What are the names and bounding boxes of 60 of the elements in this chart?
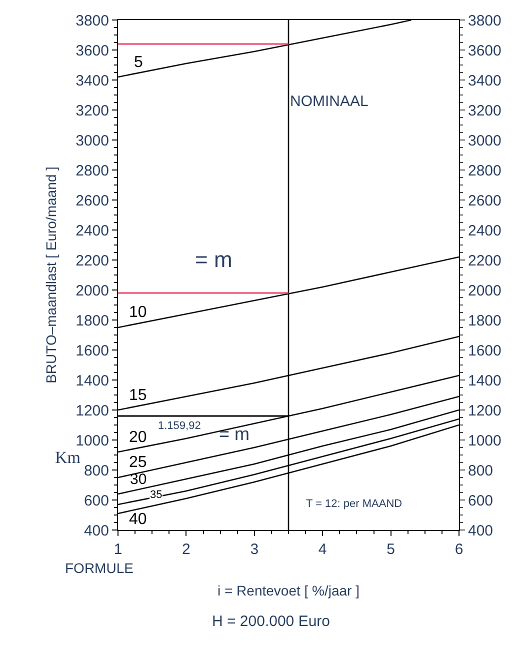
y2-tick-label: 800	[468, 462, 494, 480]
y2-tick-label: 2400	[468, 222, 502, 240]
series-label: 25	[129, 454, 147, 471]
x-tick-label: 4	[318, 541, 327, 558]
series-label: 15	[129, 387, 147, 404]
annotation: NOMINAAL	[290, 93, 368, 110]
y-tick-label: 2000	[76, 282, 109, 300]
y-tick-label: 1000	[76, 432, 109, 450]
y2-tick-label: 1600	[468, 342, 502, 360]
y-tick-label: 2800	[76, 162, 109, 180]
y-tick-label: 800	[84, 462, 109, 480]
y-tick-label: 3400	[76, 72, 109, 90]
text: H = 200.000 Euro	[212, 613, 330, 630]
series-label: 30	[130, 471, 147, 488]
y2-tick-label: 3800	[468, 12, 502, 30]
series-label: 5	[134, 54, 143, 71]
series-label: 20	[129, 429, 147, 446]
y2-tick-label: 400	[468, 522, 494, 540]
annotation: = m	[219, 424, 250, 444]
y2-tick-label: 2600	[468, 192, 502, 210]
y2-tick-label: 1800	[468, 312, 502, 330]
y-tick-label: 2200	[76, 252, 109, 270]
y-axis-title: BRUTO–maandlast [ Euro/maand ]	[43, 166, 60, 384]
x-tick-label: 2	[182, 541, 190, 558]
y-tick-label: 3800	[76, 12, 109, 30]
y2-tick-label: 2800	[468, 162, 502, 180]
x-tick-label: 1	[114, 541, 122, 558]
y2-tick-label: 2200	[468, 252, 502, 270]
y2-tick-label: 1000	[468, 432, 502, 450]
y-tick-label: 1200	[76, 402, 109, 420]
x-tick-label: 6	[454, 541, 464, 558]
y-tick-label: 2600	[76, 192, 109, 210]
annotation: T = 12: per MAAND	[306, 498, 402, 510]
ref-line-label: 1.159,92	[158, 420, 201, 432]
y-tick-label: 400	[84, 522, 109, 540]
y-tick-label: 3200	[76, 102, 109, 120]
y-tick-label: 2400	[76, 222, 109, 240]
y-tick-label: 1400	[76, 372, 109, 390]
x-axis-title: i = Rentevoet [ %/jaar ]	[217, 582, 360, 598]
y2-tick-label: 3600	[468, 42, 502, 60]
y-tick-label: 600	[84, 492, 109, 510]
series-label: 35	[150, 489, 162, 501]
y2-tick-label: 3400	[468, 72, 502, 90]
y-tick-label: 3000	[76, 132, 109, 150]
y2-tick-label: 2000	[468, 282, 502, 300]
y-tick-label: 1600	[76, 342, 109, 360]
y2-tick-label: 3200	[468, 102, 502, 120]
annotation: = m	[195, 247, 232, 272]
text: Km	[55, 448, 80, 467]
y-tick-label: 3600	[76, 42, 109, 60]
y-tick-label: 1800	[76, 312, 109, 330]
text: FORMULE	[65, 560, 134, 576]
y2-tick-label: 600	[468, 492, 494, 510]
x-tick-label: 3	[250, 541, 259, 558]
x-tick-label: 5	[386, 541, 395, 558]
series-label: 40	[129, 511, 147, 528]
y2-tick-label: 1400	[468, 372, 502, 390]
y2-tick-label: 3000	[468, 132, 502, 150]
y2-tick-label: 1200	[468, 402, 502, 420]
series-label: 10	[129, 304, 147, 321]
